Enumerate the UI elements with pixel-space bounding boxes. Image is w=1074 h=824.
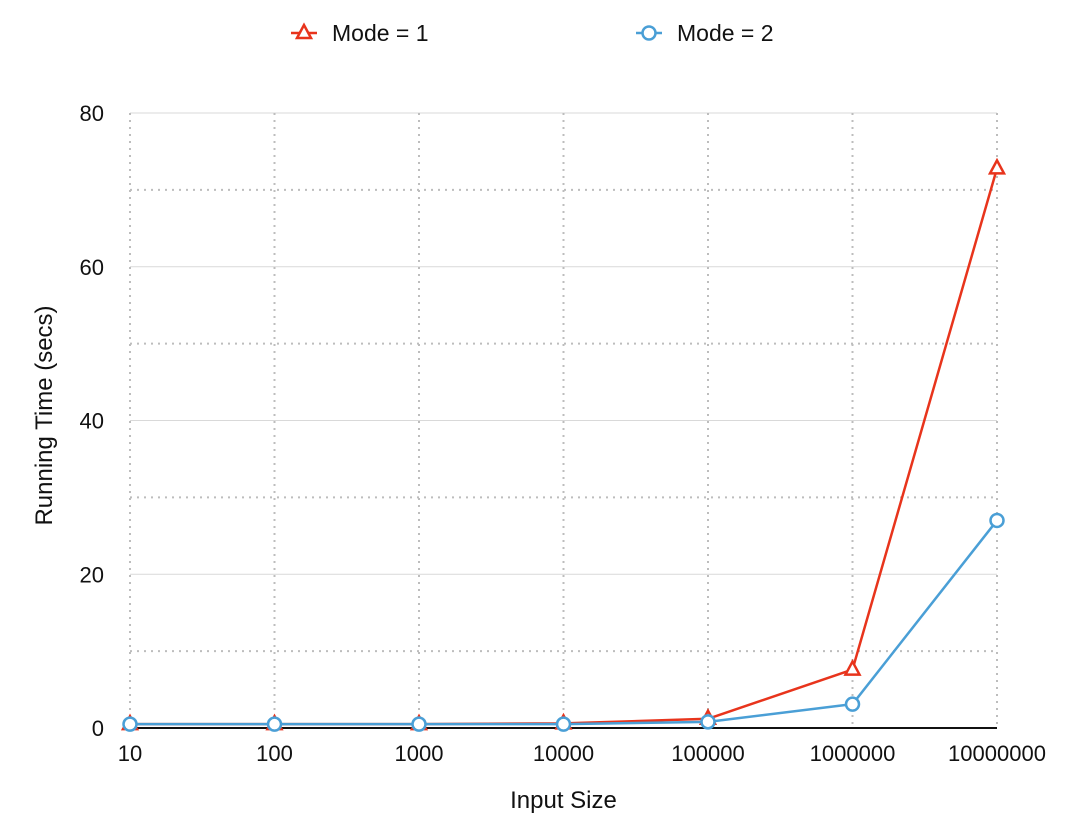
legend-label: Mode = 1 — [332, 20, 429, 46]
series-layer — [120, 157, 1007, 732]
x-tick-label: 10000000 — [948, 741, 1046, 766]
series-line — [130, 168, 999, 726]
y-tick-label: 40 — [80, 409, 104, 434]
legend-item-1: Mode = 1 — [291, 20, 429, 46]
series-1 — [120, 157, 1007, 731]
grid — [129, 112, 998, 728]
data-point — [987, 157, 1007, 175]
triangle-marker-icon — [294, 22, 314, 40]
x-tick-label: 1000000 — [810, 741, 896, 766]
x-tick-label: 10000 — [533, 741, 594, 766]
legend: Mode = 1 Mode = 2 — [291, 20, 774, 46]
data-point — [122, 716, 138, 732]
x-tick-label: 1000 — [395, 741, 444, 766]
y-tick-label: 0 — [92, 716, 104, 741]
data-point — [555, 716, 572, 732]
data-point — [843, 658, 862, 676]
x-tick-label: 10 — [118, 741, 142, 766]
data-point — [266, 716, 283, 732]
series-2 — [122, 512, 1005, 732]
x-tick-label: 100000 — [671, 741, 744, 766]
x-axis-title: Input Size — [510, 787, 617, 814]
x-tick-label: 100 — [256, 741, 293, 766]
axes: 0 20 40 60 80 10 100 1000 10000 100000 1000000 1000… — [80, 101, 1046, 766]
data-point — [700, 714, 716, 730]
y-tick-label: 80 — [80, 101, 104, 126]
data-point — [844, 696, 861, 712]
data-point — [989, 512, 1005, 529]
y-tick-label: 20 — [80, 562, 104, 587]
data-point — [411, 716, 427, 732]
y-axis-title: Running Time (secs) — [31, 305, 58, 525]
legend-label: Mode = 2 — [677, 20, 774, 46]
circle-marker-icon — [641, 25, 657, 41]
legend-item-2: Mode = 2 — [636, 20, 774, 46]
y-tick-label: 60 — [80, 255, 104, 280]
